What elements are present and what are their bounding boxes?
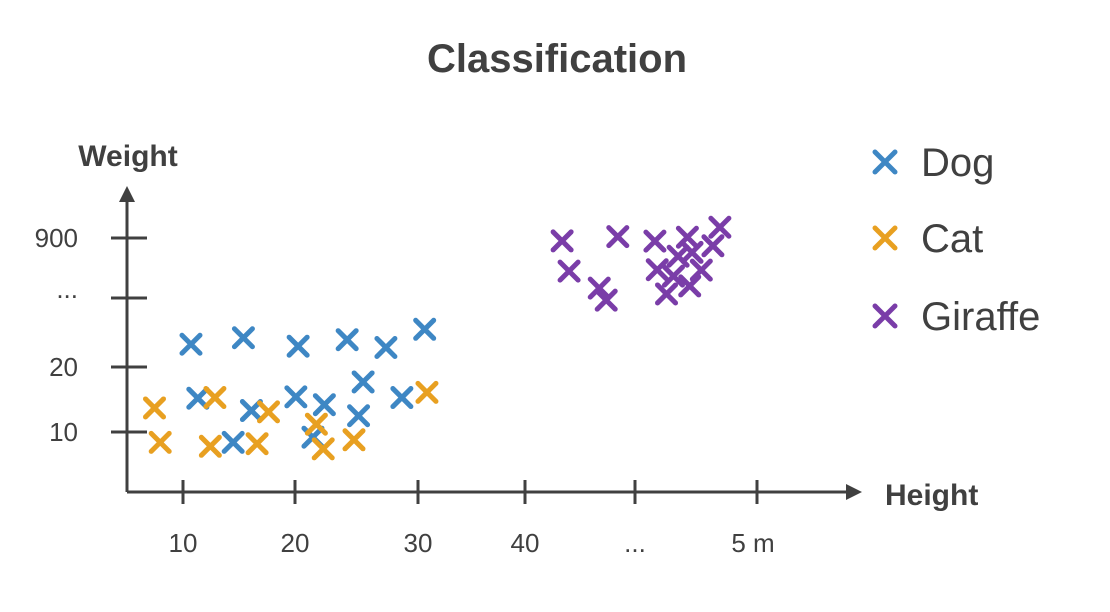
dog-point [186, 386, 210, 410]
giraffe-point [655, 282, 679, 306]
legend-marker-giraffe [872, 303, 898, 329]
x-tick-label: 20 [281, 528, 310, 558]
cat-point [143, 396, 166, 420]
giraffe-point [550, 229, 574, 253]
giraffe-point [708, 215, 732, 239]
x-tick-label: 30 [404, 528, 433, 558]
cat-point [257, 400, 280, 424]
dog-point [351, 370, 375, 394]
cat-point [311, 437, 335, 461]
dog-point [312, 393, 336, 417]
cat-point [342, 428, 366, 452]
y-axis-arrow [119, 186, 135, 202]
giraffe-point [557, 259, 581, 283]
giraffe-point [587, 276, 611, 300]
cat-point [203, 386, 227, 410]
dog-point [179, 332, 203, 356]
legend-label-dog: Dog [921, 141, 994, 185]
giraffe-point [643, 229, 667, 253]
dog-point [335, 328, 359, 352]
y-tick-label: 20 [49, 352, 78, 382]
giraffe-point [689, 258, 713, 282]
giraffe-point [661, 264, 685, 288]
axes [119, 186, 862, 500]
y-axis-label: Weight [78, 140, 177, 173]
x-axis-label: Height [885, 479, 978, 512]
dog-point [231, 326, 255, 350]
giraffe-point [678, 274, 702, 298]
x-axis-arrow [846, 484, 862, 500]
cat-point [198, 434, 222, 458]
y-tick-label: 10 [49, 417, 78, 447]
dog-point [390, 386, 414, 410]
x-tick-label: ... [624, 528, 646, 558]
giraffe-point [680, 240, 704, 264]
giraffe-point [701, 234, 725, 258]
dog-point [284, 385, 308, 409]
data-points [143, 215, 732, 461]
dog-point [221, 430, 245, 454]
giraffe-point [606, 225, 630, 249]
giraffe-point [645, 258, 669, 282]
dog-point [347, 404, 371, 428]
cat-point [245, 432, 269, 456]
legend-marker-dog [872, 149, 898, 175]
dog-point [374, 336, 398, 359]
chart-title: Classification [427, 37, 687, 81]
x-tick-label: 10 [169, 528, 198, 558]
legend-marker-cat [872, 225, 898, 251]
legend: Dog Cat Giraffe [872, 141, 1040, 339]
x-tick-label: 5 m [731, 528, 774, 558]
cat-point [415, 380, 439, 404]
dog-point [286, 334, 310, 358]
dog-point [413, 317, 437, 341]
legend-label-cat: Cat [921, 217, 983, 261]
cat-point [148, 430, 172, 454]
y-tick-label: 900 [35, 223, 78, 253]
x-tick-label: 40 [511, 528, 540, 558]
dog-point [239, 399, 263, 423]
y-tick-label: ... [56, 274, 78, 304]
cat-point [304, 412, 328, 436]
giraffe-point [594, 288, 618, 312]
legend-label-giraffe: Giraffe [921, 295, 1040, 339]
ticks: 10 20 30 40... 5 m 10 20... 900 [35, 223, 775, 558]
